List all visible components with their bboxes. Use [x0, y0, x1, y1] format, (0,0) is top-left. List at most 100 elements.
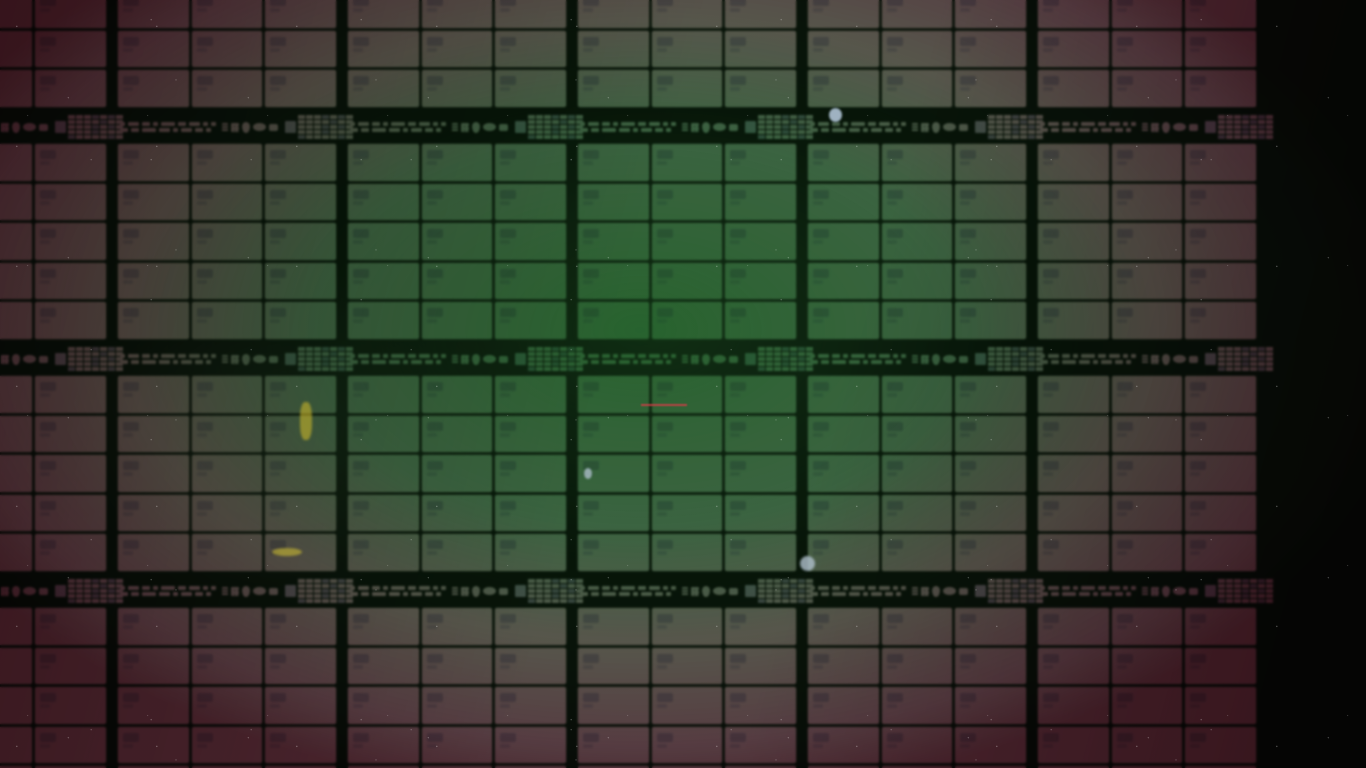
card-item[interactable]	[348, 455, 419, 492]
mini-calendar-cell[interactable]	[298, 135, 305, 139]
card-item[interactable]	[421, 223, 493, 260]
mini-calendar-cell[interactable]	[996, 115, 1003, 119]
card-item[interactable]	[808, 455, 879, 492]
card-item[interactable]	[955, 376, 1026, 413]
list-bars-icon[interactable]	[452, 122, 458, 132]
mini-calendar-cell[interactable]	[92, 357, 99, 361]
card-item[interactable]	[725, 302, 796, 339]
diamond-icon[interactable]	[1162, 121, 1170, 133]
chevron-icon[interactable]	[269, 587, 278, 595]
mini-calendar-cell[interactable]	[1250, 599, 1257, 603]
mini-calendar-cell[interactable]	[996, 362, 1003, 366]
card-item[interactable]	[1111, 376, 1183, 413]
ellipse-icon[interactable]	[713, 355, 726, 363]
mini-calendar-cell[interactable]	[1226, 362, 1233, 366]
card-item[interactable]	[35, 262, 106, 300]
mini-calendar-cell[interactable]	[528, 594, 535, 598]
mini-calendar-cell[interactable]	[322, 135, 329, 139]
mini-calendar-cell[interactable]	[330, 352, 337, 356]
card-item[interactable]	[955, 455, 1026, 492]
mini-calendar-cell[interactable]	[84, 594, 91, 598]
mini-calendar-cell[interactable]	[314, 594, 321, 598]
card-item[interactable]	[191, 415, 263, 453]
card-item[interactable]	[808, 494, 879, 532]
mini-calendar-cell[interactable]	[84, 130, 91, 134]
mini-calendar-cell[interactable]	[544, 367, 551, 371]
card-item[interactable]	[651, 144, 723, 181]
mini-calendar-cell[interactable]	[552, 120, 559, 124]
card-item[interactable]	[578, 30, 649, 68]
card-item[interactable]	[191, 608, 263, 645]
mini-calendar-cell[interactable]	[758, 352, 765, 356]
card-item[interactable]	[265, 687, 336, 724]
mini-calendar-cell[interactable]	[774, 594, 781, 598]
mini-calendar-cell[interactable]	[1226, 367, 1233, 371]
card-item[interactable]	[1185, 262, 1256, 300]
card-item[interactable]	[1038, 0, 1109, 28]
grid-icon[interactable]	[231, 122, 239, 132]
card-item[interactable]	[265, 30, 336, 68]
card-item[interactable]	[808, 183, 879, 221]
mini-calendar-cell[interactable]	[536, 120, 543, 124]
mini-calendar-cell[interactable]	[92, 367, 99, 371]
card-item[interactable]	[495, 726, 566, 764]
toolbar-icon-group[interactable]	[682, 353, 738, 365]
mini-calendar-cell[interactable]	[766, 594, 773, 598]
card-item[interactable]	[1111, 0, 1183, 28]
mini-calendar-cell[interactable]	[528, 599, 535, 603]
mini-calendar-cell[interactable]	[1250, 135, 1257, 139]
mini-calendar-cell[interactable]	[100, 352, 107, 356]
diamond-icon[interactable]	[12, 121, 20, 133]
card-item[interactable]	[265, 376, 336, 413]
mini-calendar-cell[interactable]	[306, 130, 313, 134]
mini-calendar-cell[interactable]	[1020, 599, 1027, 603]
toolbar-icon-group[interactable]	[1142, 121, 1198, 133]
mini-calendar-cell[interactable]	[1004, 115, 1011, 119]
mini-calendar-cell[interactable]	[92, 589, 99, 593]
mini-calendar-cell[interactable]	[782, 135, 789, 139]
card-item[interactable]	[1038, 262, 1109, 300]
card-item[interactable]	[881, 30, 953, 68]
diamond-icon[interactable]	[12, 353, 20, 365]
card-item[interactable]	[421, 415, 493, 453]
card-item[interactable]	[348, 262, 419, 300]
mini-calendar-cell[interactable]	[1250, 579, 1257, 583]
mini-calendar-cell[interactable]	[1258, 362, 1265, 366]
mini-calendar-cell[interactable]	[552, 367, 559, 371]
mini-calendar-cell[interactable]	[758, 135, 765, 139]
card-item[interactable]	[1111, 455, 1183, 492]
mini-calendar-cell[interactable]	[1020, 579, 1027, 583]
mini-calendar-cell[interactable]	[758, 594, 765, 598]
mini-calendar-cell[interactable]	[68, 130, 75, 134]
mini-calendar-cell[interactable]	[1266, 357, 1273, 361]
card-item[interactable]	[1038, 223, 1109, 260]
diamond-icon[interactable]	[242, 353, 250, 365]
card-item[interactable]	[1185, 0, 1256, 28]
card-item[interactable]	[421, 494, 493, 532]
mini-calendar-cell[interactable]	[1234, 579, 1241, 583]
mini-calendar-cell[interactable]	[1020, 362, 1027, 366]
card-item[interactable]	[35, 183, 106, 221]
mini-calendar-cell[interactable]	[560, 589, 567, 593]
card-item[interactable]	[495, 687, 566, 724]
card-item[interactable]	[265, 726, 336, 764]
mini-calendar-cell[interactable]	[76, 367, 83, 371]
mini-calendar-cell[interactable]	[84, 589, 91, 593]
card-item[interactable]	[495, 262, 566, 300]
mini-calendar-cell[interactable]	[758, 584, 765, 588]
mini-calendar-cell[interactable]	[1218, 125, 1225, 129]
card-item[interactable]	[651, 30, 723, 68]
card-item[interactable]	[1185, 455, 1256, 492]
mini-calendar-cell[interactable]	[1258, 367, 1265, 371]
mini-calendar-cell[interactable]	[774, 135, 781, 139]
card-item[interactable]	[651, 494, 723, 532]
mini-calendar-cell[interactable]	[544, 599, 551, 603]
card-item[interactable]	[421, 608, 493, 645]
mini-calendar-cell[interactable]	[330, 125, 337, 129]
mini-calendar-cell[interactable]	[1242, 130, 1249, 134]
mini-calendar-swatch[interactable]	[975, 353, 986, 365]
mini-calendar-cell[interactable]	[1218, 352, 1225, 356]
diamond-icon[interactable]	[702, 353, 710, 365]
list-bars-icon[interactable]	[222, 354, 228, 364]
mini-calendar-cell[interactable]	[544, 135, 551, 139]
